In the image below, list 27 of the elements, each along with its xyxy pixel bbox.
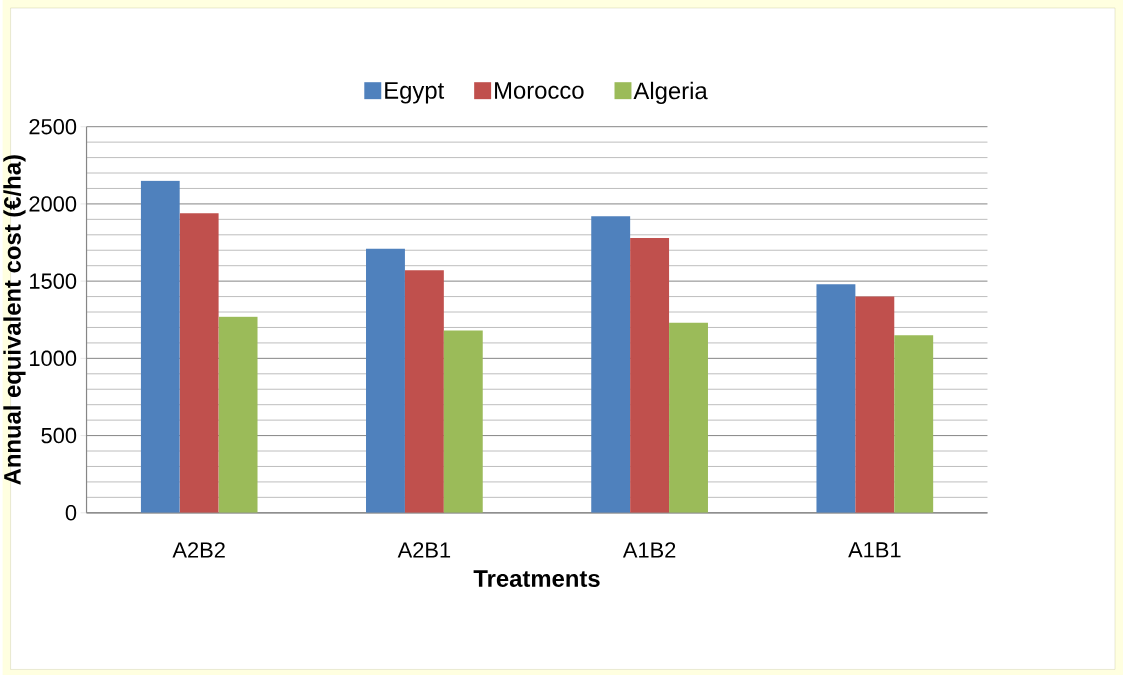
x-axis-title: Treatments (473, 570, 600, 587)
legend-label: Algeria (633, 81, 708, 104)
x-tick-label: A1B2 (622, 542, 676, 558)
bar (591, 216, 631, 513)
y-tick-label: 2000 (29, 195, 77, 212)
bar (179, 212, 219, 513)
bar (366, 248, 405, 513)
y-tick-label: 1000 (30, 350, 77, 366)
bar (404, 270, 444, 513)
y-axis-title: Annual equivalent cost (€/ha) (3, 155, 26, 485)
x-tick-label: A2B1 (397, 542, 451, 558)
legend-label: Morocco (495, 82, 584, 99)
y-tick-label: 1500 (30, 273, 77, 289)
y-tick-label: 0 (65, 504, 77, 521)
bar (140, 180, 180, 513)
bar (855, 296, 895, 513)
bar (630, 237, 670, 513)
x-tick-label: A2B2 (172, 542, 225, 558)
bar (443, 330, 483, 513)
bar (218, 316, 258, 513)
x-tick-label: A1B1 (848, 542, 901, 558)
y-tick-label: 500 (41, 427, 77, 444)
bar (816, 284, 856, 513)
bar (894, 334, 934, 513)
legend-label: Egypt (385, 82, 445, 104)
y-tick-label: 2500 (29, 118, 77, 135)
bar (669, 322, 708, 513)
